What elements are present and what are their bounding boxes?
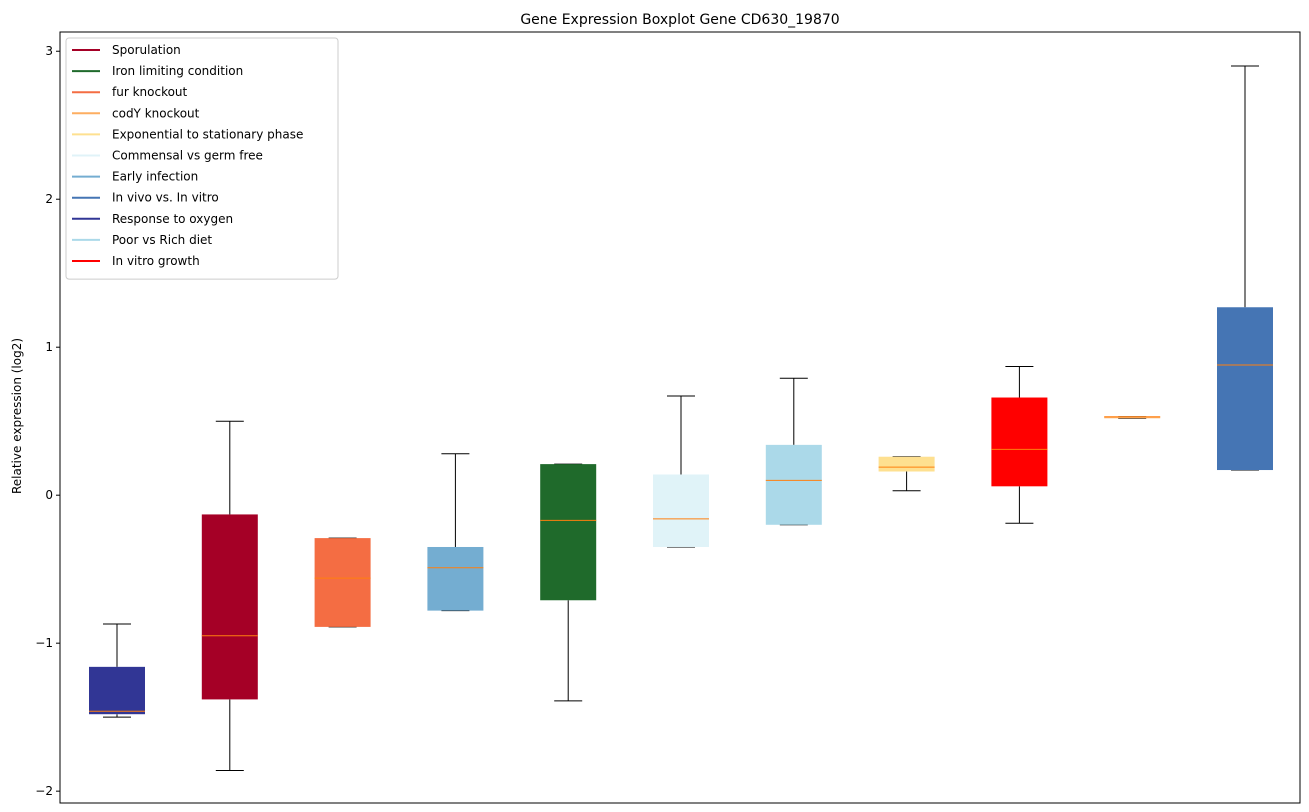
legend-entry: Commensal vs germ free — [72, 149, 263, 163]
box-body — [765, 444, 822, 525]
legend-label: Poor vs Rich diet — [112, 233, 212, 247]
legend-entry: Iron limiting condition — [72, 64, 243, 78]
box-10 — [1217, 65, 1273, 471]
y-tick-label: 3 — [45, 44, 53, 58]
box-7 — [878, 456, 935, 492]
legend-entry: Sporulation — [72, 43, 181, 57]
box-9 — [1104, 416, 1161, 419]
legend-entry: Response to oxygen — [72, 212, 233, 226]
box-4 — [540, 463, 597, 702]
box-body — [314, 538, 371, 627]
legend-label: codY knockout — [112, 106, 200, 120]
box-body — [427, 546, 484, 611]
legend-entry: Early infection — [72, 170, 198, 184]
y-tick-label: −2 — [35, 784, 53, 798]
y-tick-label: 1 — [45, 340, 53, 354]
box-body — [991, 397, 1048, 487]
box-body — [201, 514, 258, 700]
legend: Sporulation Iron limiting condition fur kn… — [65, 37, 339, 280]
boxes — [89, 65, 1273, 771]
legend-entry: In vitro growth — [72, 254, 200, 268]
legend-label: Early infection — [112, 170, 198, 184]
y-axis-label: Relative expression (log2) — [10, 338, 24, 494]
box-6 — [765, 377, 822, 526]
box-5 — [653, 395, 709, 548]
legend-label: Iron limiting condition — [112, 64, 243, 78]
box-1 — [201, 420, 258, 771]
legend-entry: Exponential to stationary phase — [72, 127, 303, 141]
legend-entry: codY knockout — [72, 106, 200, 120]
y-tick-label: −1 — [35, 636, 53, 650]
legend-label: In vitro growth — [112, 254, 200, 268]
box-body — [878, 456, 935, 472]
box-0 — [89, 623, 145, 718]
box-body — [89, 666, 145, 715]
legend-label: Sporulation — [112, 43, 181, 57]
legend-box — [65, 37, 339, 280]
box-3 — [427, 453, 484, 612]
y-tick-label: 2 — [45, 192, 53, 206]
box-8 — [991, 365, 1048, 524]
legend-entry: Poor vs Rich diet — [72, 233, 212, 247]
legend-label: Response to oxygen — [112, 212, 233, 226]
legend-label: fur knockout — [112, 85, 188, 99]
box-body — [653, 474, 709, 547]
legend-label: Commensal vs germ free — [112, 149, 263, 163]
box-body — [1104, 416, 1161, 419]
chart-title: Gene Expression Boxplot Gene CD630_19870 — [520, 12, 839, 28]
plot-frame — [59, 31, 1301, 804]
y-axis-ticks: −2 −1 0 1 2 3 — [35, 44, 60, 798]
legend-entry: In vivo vs. In vitro — [72, 191, 219, 205]
box-body — [1217, 307, 1273, 471]
legend-label: In vivo vs. In vitro — [112, 191, 219, 205]
y-tick-label: 0 — [45, 488, 53, 502]
legend-label: Exponential to stationary phase — [112, 127, 303, 141]
box-body — [540, 464, 597, 601]
legend-entry: fur knockout — [72, 85, 188, 99]
box-2 — [314, 537, 371, 628]
